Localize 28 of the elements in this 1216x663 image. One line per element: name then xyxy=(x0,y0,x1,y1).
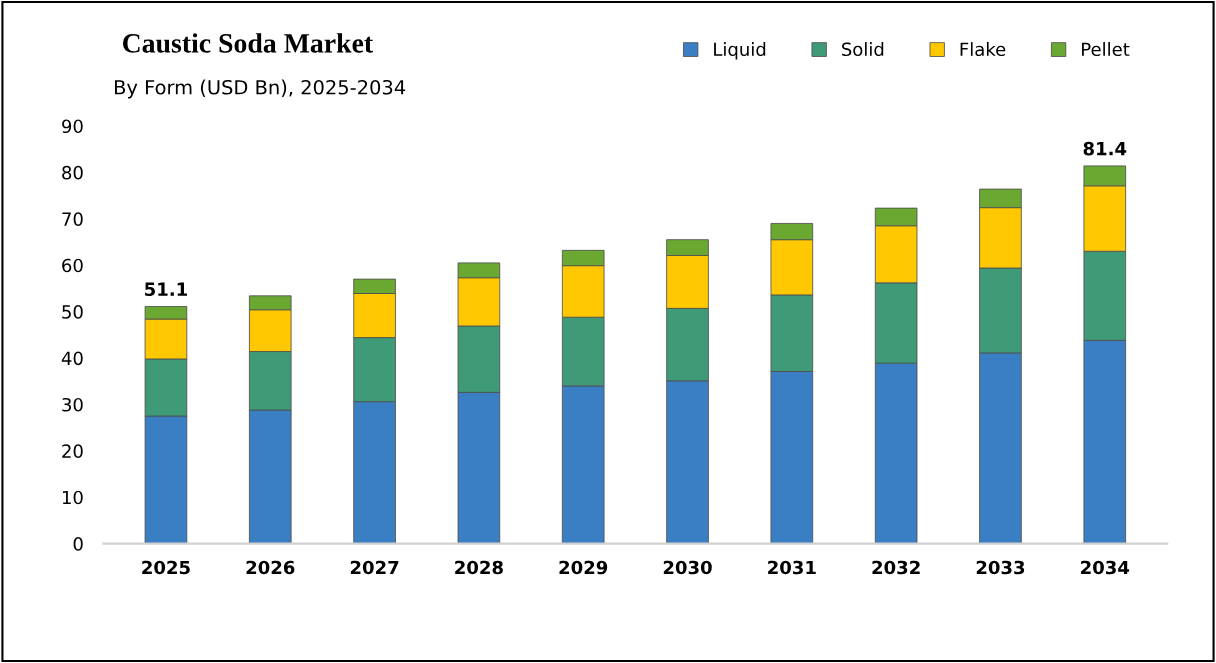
legend-label: Liquid xyxy=(714,42,766,60)
total-label: 51.1 xyxy=(145,282,187,297)
legend-label: Pellet xyxy=(1082,42,1130,57)
legend-label: Solid xyxy=(842,42,884,57)
y-tick-label: 90 xyxy=(62,119,83,134)
total-label: 81.4 xyxy=(1083,141,1127,156)
x-tick-label: 2025 xyxy=(142,560,190,575)
y-tick-label: 0 xyxy=(73,537,83,551)
x-tick-label: 2026 xyxy=(246,560,295,575)
x-tick-label: 2030 xyxy=(663,560,712,575)
x-tick-label: 2028 xyxy=(455,560,503,575)
x-tick-label: 2031 xyxy=(768,560,816,575)
chart-title: Caustic Soda Market xyxy=(122,33,374,53)
x-tick-label: 2027 xyxy=(350,560,399,575)
x-tick-label: 2032 xyxy=(872,560,920,575)
y-tick-label: 20 xyxy=(62,444,83,458)
y-tick-label: 30 xyxy=(62,397,83,412)
y-tick-label: 60 xyxy=(62,258,83,273)
x-tick-label: 2034 xyxy=(1081,560,1130,575)
legend-label: Flake xyxy=(960,42,1006,57)
y-tick-label: 80 xyxy=(62,165,83,180)
chart-subtitle: By Form (USD Bn), 2025-2034 xyxy=(115,79,406,99)
y-tick-label: 10 xyxy=(62,490,83,505)
x-tick-label: 2029 xyxy=(559,560,608,575)
y-tick-label: 70 xyxy=(62,212,83,226)
y-tick-label: 40 xyxy=(61,351,83,366)
y-tick-label: 50 xyxy=(62,305,83,319)
x-tick-label: 2033 xyxy=(976,560,1025,575)
